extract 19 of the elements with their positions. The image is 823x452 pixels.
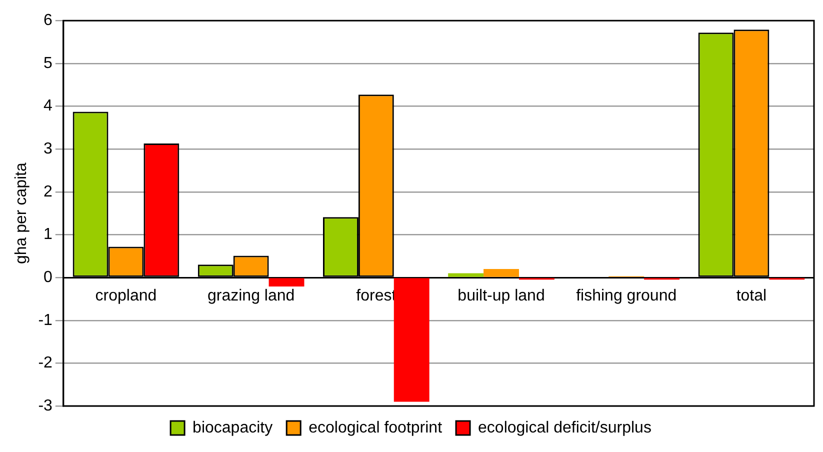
x-tick-label: cropland — [95, 288, 157, 305]
y-tick-label: -2 — [38, 354, 53, 372]
y-tick-label: 2 — [44, 183, 53, 200]
legend-label: ecological deficit/surplus — [478, 419, 652, 436]
y-tick-label: 4 — [44, 98, 53, 115]
y-tick-label: -3 — [38, 397, 53, 414]
legend-label: ecological footprint — [308, 419, 443, 436]
y-tick-label: 3 — [44, 140, 53, 158]
x-tick-label: built-up land — [458, 288, 545, 305]
y-tick-label: 6 — [44, 12, 53, 30]
y-tick-label: 5 — [44, 54, 53, 72]
x-tick-label: fishing ground — [576, 288, 677, 305]
x-tick-label: total — [736, 288, 767, 305]
x-tick-label: grazing land — [207, 288, 295, 305]
legend-label: biocapacity — [192, 419, 273, 436]
y-tick-label: -1 — [38, 312, 53, 329]
y-tick-label: 0 — [44, 268, 53, 286]
y-axis-title: gha per capita — [13, 162, 30, 264]
y-tick-label: 1 — [44, 226, 53, 244]
